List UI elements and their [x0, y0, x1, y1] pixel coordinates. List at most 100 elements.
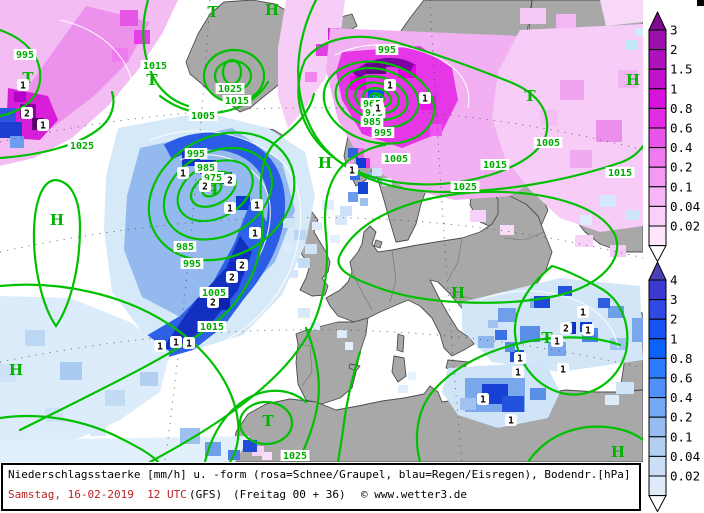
pressure-label: 1025 [453, 182, 477, 193]
rain-scale-segment [648, 338, 667, 359]
precip-label-bg [514, 352, 526, 364]
precip-label: 1 [387, 81, 393, 92]
snow-scale-tick-label: 0.6 [670, 121, 693, 136]
caption-meta: Samstag, 16-02-2019 12 UTC (GFS) (Freita… [3, 488, 639, 504]
precip-label: 1 [480, 395, 486, 406]
pressure-label-bg [371, 127, 395, 138]
snow-scale-segment [648, 68, 667, 90]
caption-title: Niederschlagsstaerke [mm/h] u. -form (ro… [8, 468, 631, 481]
precip-label: 1 [20, 81, 26, 92]
precip-label: 1 [173, 338, 179, 349]
pressure-label-bg [480, 159, 510, 170]
caption-copyright: © www.wetter3.de [361, 488, 467, 501]
high-marker: H [626, 71, 640, 89]
snow-scale-tick-label: 0.4 [670, 140, 693, 155]
rain-scale-legend: 4 3 2 1 0.8 0.6 0.4 0.2 0.1 0.04 0.02 [648, 260, 700, 512]
precip-label-bg [37, 119, 49, 131]
pressure-label: 1025 [283, 451, 307, 462]
precip-label: 2 [227, 176, 233, 187]
caption-date: Samstag, 16-02-2019 12 UTC [8, 488, 187, 501]
low-marker: T [146, 71, 158, 89]
precip-label: 2 [229, 273, 235, 284]
snow-scale-segment [648, 147, 667, 168]
high-marker: H [265, 1, 279, 19]
high-marker: H [50, 211, 64, 229]
precip-label-bg [177, 167, 189, 179]
graticule-layer [0, 0, 644, 463]
low-marker: T [541, 329, 553, 347]
snow-scale-arrow-bottom [648, 245, 667, 262]
precip-label-bg [557, 363, 569, 375]
rain-scale-tick-label: 0.4 [670, 390, 693, 405]
low-marker: T [262, 412, 274, 430]
rain-scale-tick-label: 0.2 [670, 410, 693, 425]
rain-scale-segment [648, 455, 667, 477]
rain-scale-tick-label: 2 [670, 312, 678, 327]
precip-label-bg [236, 259, 248, 271]
precip-label: 2 [563, 324, 569, 335]
pressure-label: 985 [176, 242, 194, 253]
pressure-label-bg [173, 241, 197, 252]
precip-label: 1 [40, 121, 46, 132]
snow-scale-segment [648, 127, 667, 149]
pressure-label: 995 [16, 50, 34, 61]
precip-label: 2 [239, 261, 245, 272]
pressure-label-bg [194, 162, 218, 173]
pressure-label: 995 [183, 259, 201, 270]
precip-label-bg [249, 227, 261, 239]
pressure-label-bg [140, 60, 170, 71]
precip-label: 1 [560, 365, 566, 376]
precip-label-bg [224, 202, 236, 214]
precip-label-bg [477, 393, 489, 405]
high-marker: H [611, 443, 625, 461]
snow-scale-tick-label: 0.8 [670, 101, 693, 116]
snow-scale-tick-label: 0.2 [670, 160, 693, 175]
rain-scale-segment [648, 318, 667, 340]
snow-scale-segment [648, 225, 667, 247]
rain-scale-tick-label: 0.6 [670, 371, 693, 386]
low-marker: T [209, 180, 221, 198]
rain-scale-tick-label: 0.1 [670, 429, 693, 444]
rain-scale-segment [648, 377, 667, 399]
snow-scale-segment [648, 205, 667, 227]
rain-scale-segment [648, 299, 667, 320]
precip-contour-layer [59, 19, 619, 353]
rain-scale-segment [648, 397, 667, 418]
precip-label: 1 [349, 166, 355, 177]
precip-label-bg [577, 306, 589, 318]
pressure-label: 1005 [191, 111, 215, 122]
precip-label-bg [170, 336, 182, 348]
pressure-label-bg [13, 49, 37, 60]
caption-model: (GFS) [189, 488, 223, 501]
precip-label: 1 [227, 204, 233, 215]
pressure-label: 985 [363, 117, 381, 128]
rain-scale-tick-label: 0.04 [670, 449, 700, 464]
rain-scale-segment [648, 475, 667, 497]
snow-scale-tick-label: 0.02 [670, 219, 700, 234]
precip-label-bg [251, 199, 263, 211]
precip-label: 1 [180, 169, 186, 180]
precip-label: 1 [375, 104, 381, 115]
precip-label: 1 [157, 342, 163, 353]
pressure-label: 1015 [608, 168, 632, 179]
precip-label-bg [560, 322, 572, 334]
precip-label-bg [224, 174, 236, 186]
pressure-label-bg [280, 450, 310, 461]
precip-label: 2 [210, 298, 216, 309]
pressure-label-bg [381, 153, 411, 164]
rain-scale-segment [648, 279, 667, 301]
precip-label-bg [582, 324, 594, 336]
rain-scale-segment [648, 416, 667, 438]
snow-scale-segment [648, 186, 667, 207]
pressure-label: 1015 [200, 322, 224, 333]
low-marker: T [524, 87, 536, 105]
pressure-label-bg [199, 287, 229, 298]
pressure-label-bg [180, 258, 204, 269]
precip-label: 1 [585, 326, 591, 337]
snow-scale-tick-label: 0.04 [670, 199, 700, 214]
pressure-label-bg [222, 95, 252, 106]
snow-scale-tick-label: 1 [670, 81, 678, 96]
pressure-label: 975 [204, 173, 222, 184]
